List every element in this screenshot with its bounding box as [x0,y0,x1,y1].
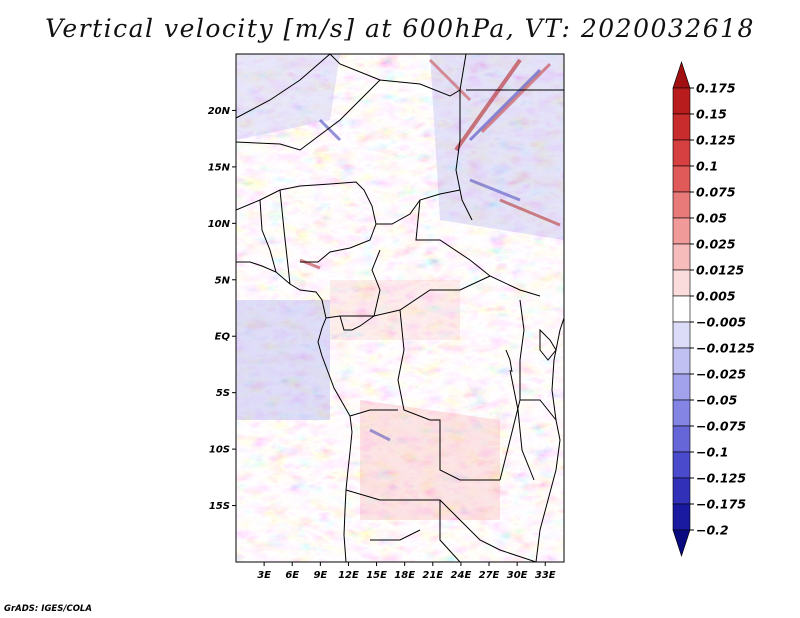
lon-tick-label: 15E [366,570,387,581]
chart-title: Vertical velocity [m/s] at 600hPa, VT: 2… [45,14,755,43]
colorbar-swatch [672,399,691,427]
lon-tick-label: 6E [285,570,299,581]
colorbar-swatch [672,165,691,193]
colorbar-swatch [672,113,691,141]
lat-tick-label: 15S [209,501,230,512]
map-frame [235,53,565,563]
colorbar-swatch [672,529,691,557]
colorbar-label: 0.025 [696,237,736,252]
lat-tick-label: 5N [215,275,231,286]
lat-tick-label: 10N [208,219,231,230]
colorbar-label: 0.1 [696,159,718,174]
colorbar-label: −0.025 [696,367,746,382]
colorbar-swatch [672,269,691,297]
colorbar-label: 0.005 [696,289,736,304]
colorbar-swatch [672,191,691,219]
colorbar-label: −0.125 [696,471,746,486]
colorbar-swatch [672,373,691,401]
colorbar-label: −0.1 [696,445,729,460]
lat-tick-label: EQ [215,332,231,343]
lon-tick-label: 9E [313,570,327,581]
colorbar-label: −0.05 [696,393,738,408]
colorbar-swatch [672,425,691,453]
colorbar: 0.175 0.15 0.125 0.1 0.075 0.05 0.025 0.0125 0.0… [672,61,755,557]
lat-tick-label: 20N [208,106,231,117]
colorbar-swatch [672,295,691,323]
velocity-field [236,54,564,562]
colorbar-label: −0.0125 [696,341,755,356]
axis-ticks: 3E 6E 9E 12E 15E 18E 21E 24E 27E 30E 33E 20N 15N 10N 5… [208,106,556,581]
boundaries [236,54,564,562]
lat-tick-label: 10S [209,445,230,456]
colorbar-swatch [672,61,691,89]
colorbar-label: 0.0125 [696,263,745,278]
lon-tick-label: 3E [257,570,271,581]
lon-tick-label: 27E [479,570,500,581]
colorbar-swatch [672,347,691,375]
lon-tick-label: 12E [338,570,359,581]
colorbar-label: −0.2 [696,523,729,538]
colorbar-label: −0.075 [696,419,746,434]
colorbar-swatch [672,217,691,245]
colorbar-label: 0.125 [696,133,736,148]
colorbar-label: −0.005 [696,315,746,330]
lon-tick-label: 18E [394,570,415,581]
lat-tick-label: 15N [208,162,231,173]
colorbar-label: 0.05 [696,211,727,226]
colorbar-swatch [672,243,691,271]
lon-tick-label: 24E [451,570,472,581]
colorbar-label: 0.15 [696,107,727,122]
lat-tick-label: 5S [216,388,230,399]
lon-tick-label: 33E [535,570,556,581]
colorbar-swatch [672,321,691,349]
grads-credit: GrADS: IGES/COLA [4,604,92,614]
lon-tick-label: 30E [507,570,528,581]
colorbar-label: 0.075 [696,185,736,200]
colorbar-label: −0.175 [696,497,746,512]
colorbar-swatch [672,451,691,479]
colorbar-label: 0.175 [696,81,736,96]
lon-tick-label: 21E [422,570,443,581]
colorbar-swatch [672,139,691,167]
colorbar-swatch [672,503,691,531]
colorbar-swatch [672,477,691,505]
colorbar-swatch [672,87,691,115]
